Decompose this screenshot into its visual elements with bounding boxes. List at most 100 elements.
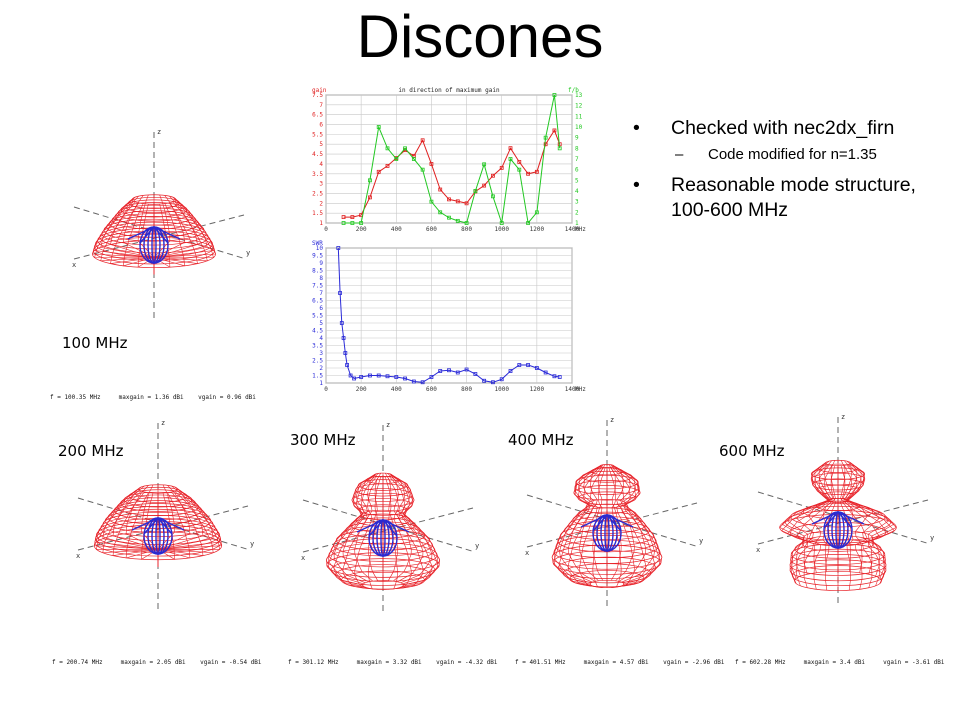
x-tick-label: 1400 — [565, 386, 580, 393]
data-point — [534, 366, 539, 370]
y-tick-label: 3.5 — [312, 171, 323, 178]
data-point — [359, 221, 364, 225]
axis-y-label: y — [246, 249, 250, 257]
data-point — [508, 146, 513, 151]
pattern-wireframe — [551, 464, 663, 589]
data-point — [455, 370, 460, 375]
x-tick-label: 1000 — [494, 386, 509, 393]
footer-100mhz: f = 100.35 MHz maxgain = 1.36 dBi vgain … — [50, 394, 256, 401]
data-point — [336, 246, 341, 250]
data-point — [491, 194, 495, 199]
x-tick-label: 600 — [426, 226, 437, 233]
data-point — [455, 199, 460, 204]
data-point — [420, 138, 425, 143]
x-tick-label: 1200 — [530, 226, 545, 233]
data-point — [438, 187, 443, 192]
data-point — [341, 336, 346, 340]
pattern-wireframe — [326, 472, 440, 590]
y-tick-label: 1.5 — [312, 210, 323, 217]
data-point — [552, 374, 557, 379]
data-point — [491, 380, 495, 385]
y2-tick-label: 11 — [575, 113, 583, 120]
data-point — [376, 169, 381, 174]
y-tick-label: 4.5 — [312, 328, 323, 335]
footer-300mhz: f = 301.12 MHz maxgain = 3.32 dBi vgain … — [288, 659, 498, 666]
antenna-element — [131, 517, 185, 555]
axis-y-label: y — [250, 540, 254, 548]
data-point — [526, 221, 530, 225]
x-tick-label: 1400 — [565, 226, 580, 233]
y2-tick-label: 12 — [575, 103, 583, 110]
data-point — [343, 351, 348, 355]
y-tick-label: 7.5 — [312, 283, 323, 290]
y2-tick-label: 9 — [575, 135, 579, 142]
data-point — [482, 378, 487, 383]
y-tick-label: 3 — [319, 350, 323, 357]
data-point — [534, 210, 539, 215]
sub-bullet-code-modified: Code modified for n=1.35 — [633, 145, 953, 165]
pattern-plot-400mhz: z x y — [525, 416, 703, 610]
data-point — [517, 363, 522, 367]
y-tick-label: 3.5 — [312, 343, 323, 350]
data-point — [473, 189, 478, 193]
y-tick-label: 2.5 — [312, 358, 323, 365]
data-point — [411, 379, 416, 384]
x-tick-label: 1000 — [494, 226, 509, 233]
axis-x-label: x — [525, 549, 529, 557]
y-tick-label: 6.5 — [312, 298, 323, 305]
x-tick-label: 400 — [391, 226, 402, 233]
label-200mhz: 200 MHz — [58, 442, 124, 460]
axis-z-label: z — [386, 421, 390, 429]
y2-tick-label: 6 — [575, 167, 579, 174]
pattern-wireframe — [779, 459, 897, 591]
data-point — [350, 221, 355, 225]
data-point — [491, 173, 495, 178]
axis-y-label: y — [930, 534, 934, 542]
y2-tick-label: 2 — [575, 209, 579, 216]
y-tick-label: 6 — [319, 305, 323, 312]
data-point — [420, 167, 425, 172]
data-point — [411, 157, 416, 161]
x-tick-label: 800 — [461, 226, 472, 233]
y-tick-label: 7 — [319, 290, 323, 297]
data-point — [338, 291, 342, 295]
data-point — [376, 125, 381, 129]
label-400mhz: 400 MHz — [508, 431, 574, 449]
bullet-mode-structure: Reasonable mode structure, 100-600 MHz — [633, 173, 953, 223]
data-point — [345, 363, 349, 367]
y-tick-label: 4 — [319, 335, 323, 342]
data-point — [368, 195, 372, 200]
data-point — [341, 215, 346, 219]
data-point — [543, 135, 548, 140]
pattern-plot-100mhz: z x y — [72, 128, 250, 322]
footer-400mhz: f = 401.51 MHz maxgain = 4.57 dBi vgain … — [515, 659, 725, 666]
data-point — [464, 367, 469, 372]
axis-z-label: z — [841, 413, 845, 421]
data-point — [473, 372, 478, 376]
data-point — [447, 368, 451, 373]
y-axis-label: SWR — [312, 240, 323, 247]
data-point — [359, 375, 364, 379]
y-tick-label: 10 — [316, 245, 324, 252]
footer-200mhz: f = 200.74 MHz maxgain = 2.05 dBi vgain … — [52, 659, 262, 666]
data-point — [464, 201, 469, 206]
y2-tick-label: 8 — [575, 145, 579, 152]
data-point — [482, 162, 487, 167]
bullet-checked: Checked with nec2dx_firn — [633, 116, 953, 141]
data-point — [429, 375, 434, 379]
data-point — [499, 221, 504, 225]
y-axis-label: gain — [312, 87, 327, 94]
y-tick-label: 6.5 — [312, 112, 323, 119]
data-point — [341, 221, 346, 225]
data-point — [394, 375, 399, 379]
series-line-fb — [343, 94, 561, 225]
pattern-plot-200mhz: z x y — [76, 419, 254, 613]
y-tick-label: 2.5 — [312, 190, 323, 197]
data-point — [352, 376, 357, 381]
footer-600mhz: f = 602.28 MHz maxgain = 3.4 dBi vgain =… — [735, 659, 945, 666]
y2-tick-label: 10 — [575, 124, 583, 131]
y2-axis-label: f/b — [568, 87, 579, 94]
data-point — [508, 157, 513, 161]
data-point — [517, 160, 522, 164]
axis-x-label: x — [301, 554, 305, 562]
